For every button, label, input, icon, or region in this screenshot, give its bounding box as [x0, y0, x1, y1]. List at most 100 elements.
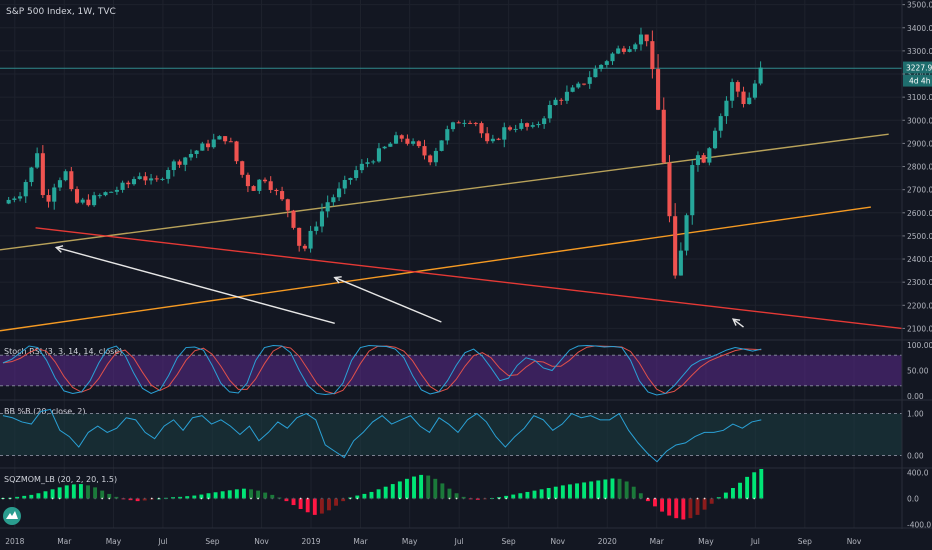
arrow-line[interactable]	[56, 246, 335, 325]
squeeze-dot	[243, 497, 245, 500]
candle-body	[6, 199, 11, 204]
squeeze-momentum-bar	[64, 485, 69, 499]
tradingview-logo[interactable]	[3, 507, 21, 525]
candle-body	[587, 77, 592, 84]
squeeze-dot	[44, 497, 47, 500]
candle-body	[245, 174, 250, 187]
trendline[interactable]	[0, 133, 889, 251]
squeeze-momentum-bar	[29, 494, 34, 499]
candle-body	[524, 123, 530, 127]
squeeze-momentum-bar	[220, 491, 225, 499]
arrow-line[interactable]	[732, 318, 744, 328]
candle-body	[530, 125, 535, 127]
squeeze-momentum-bar	[199, 494, 204, 499]
candle-body	[507, 127, 513, 130]
squeeze-dot	[561, 497, 564, 500]
squeeze-dot	[569, 497, 571, 500]
squeeze-dot	[165, 497, 167, 500]
time-tick-label: Jul	[157, 537, 167, 546]
candle-body	[92, 195, 97, 206]
squeeze-momentum-bar	[589, 481, 594, 499]
squeeze-momentum-bar	[22, 495, 27, 499]
squeeze-momentum-bar	[383, 486, 388, 499]
stoch-rsi-pane[interactable]: Stoch RSI (3, 3, 14, 14, close)	[0, 345, 902, 396]
squeeze-momentum-pane[interactable]: SQZMOM_LB (20, 2, 20, 1.5)	[1, 469, 764, 520]
squeeze-dot	[278, 497, 281, 500]
candle-body	[211, 139, 216, 148]
squeeze-momentum-bar	[241, 488, 246, 499]
squeeze-dot	[72, 497, 75, 500]
squeeze-dot	[335, 497, 337, 500]
candle-body	[468, 122, 473, 124]
candle-body	[137, 176, 142, 180]
squeeze-dot	[349, 497, 352, 500]
squeeze-momentum-bar	[702, 498, 707, 510]
candle-body	[69, 171, 74, 190]
squeeze-dot	[533, 497, 536, 500]
squeeze-dot	[505, 497, 508, 500]
squeeze-dot	[186, 497, 189, 500]
candle-body	[502, 127, 507, 140]
time-tick-label: May	[402, 537, 418, 546]
squeeze-tick-label: 0.0	[907, 495, 919, 504]
drawing-tools[interactable]	[0, 67, 902, 332]
squeeze-momentum-bar	[752, 472, 757, 499]
stoch-tick-label: 0.00	[907, 392, 924, 401]
candle-body	[712, 130, 718, 149]
price-tick-label: 3500.0	[907, 1, 932, 10]
time-axis[interactable]: 2018 Mar May Jul Sep Nov 2019 Mar May Jul Sep Nov 20…	[5, 537, 862, 546]
squeeze-momentum-bar	[404, 478, 409, 499]
candle-body	[40, 153, 45, 196]
candle-body	[473, 122, 478, 124]
squeeze-dot	[703, 497, 706, 500]
squeeze-dot	[356, 497, 359, 500]
trendline[interactable]	[0, 206, 871, 332]
candle-body	[428, 155, 433, 163]
squeeze-momentum-bar	[43, 491, 48, 499]
squeeze-dot	[462, 497, 465, 500]
candle-body	[633, 44, 638, 50]
squeeze-dot	[739, 497, 741, 500]
squeeze-dot	[625, 497, 628, 500]
squeeze-dot	[37, 497, 40, 500]
arrow-line[interactable]	[334, 276, 442, 323]
trendline[interactable]	[35, 227, 902, 330]
squeeze-dot	[193, 497, 196, 500]
candle-body	[581, 83, 587, 85]
squeeze-momentum-bar	[369, 491, 374, 499]
candle-body	[627, 49, 632, 52]
candle-body	[291, 210, 296, 228]
squeeze-momentum-bar	[674, 498, 679, 519]
squeeze-momentum-bar	[667, 498, 672, 516]
squeeze-momentum-bar	[71, 484, 76, 499]
candle-body	[331, 197, 336, 203]
squeeze-momentum-bar	[560, 485, 565, 499]
squeeze-dot	[646, 497, 649, 500]
squeeze-momentum-bar	[213, 492, 218, 499]
bb-percent-b-pane[interactable]: BB %B (20, close, 2)	[0, 407, 902, 463]
squeeze-dot	[611, 497, 614, 500]
squeeze-dot	[597, 497, 600, 500]
price-axis[interactable]: 2100.0 2200.0 2300.0 2400.0 2500.0 2600.0 2700…	[902, 1, 932, 530]
squeeze-momentum-bar	[334, 498, 339, 506]
bb-percent-b-label: BB %B (20, close, 2)	[4, 407, 85, 416]
candle-body	[553, 99, 558, 106]
squeeze-momentum-bar	[695, 498, 700, 515]
squeeze-momentum-bar	[142, 498, 147, 501]
squeeze-momentum-bar	[518, 493, 523, 499]
candle-body	[262, 179, 268, 182]
squeeze-dot	[179, 497, 182, 500]
price-tick-label: 3200.0	[907, 70, 932, 79]
candle-body	[160, 178, 165, 180]
price-pane[interactable]: S&P 500 Index, 1W, TVC	[0, 0, 902, 528]
candle-body	[200, 143, 205, 151]
candle-body	[251, 186, 256, 191]
candle-body	[445, 129, 450, 141]
squeeze-momentum-bar	[291, 498, 296, 506]
squeeze-dot	[207, 497, 210, 500]
price-tick-label: 2800.0	[907, 163, 932, 172]
squeeze-dot	[136, 497, 139, 500]
last-price-label: 3227.9	[906, 64, 932, 73]
squeeze-momentum-bar	[327, 498, 331, 511]
